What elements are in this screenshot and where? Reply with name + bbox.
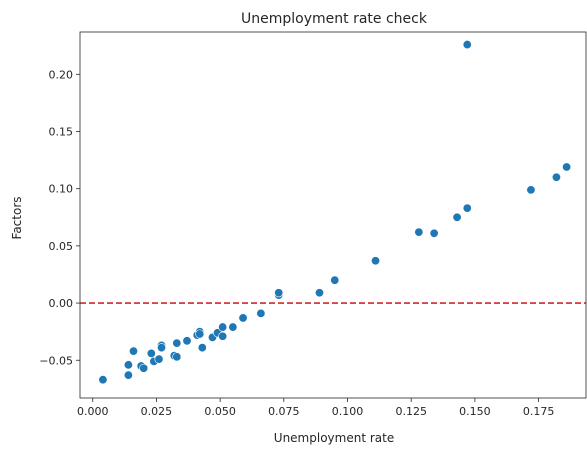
data-point (123, 370, 133, 380)
y-tick-label: 0.00 (49, 297, 74, 310)
x-tick-label: 0.125 (395, 405, 427, 418)
data-point (157, 343, 167, 353)
data-point (429, 228, 439, 238)
x-axis-title: Unemployment rate (274, 431, 394, 445)
y-tick-label: 0.05 (49, 240, 74, 253)
x-tick-label: 0.000 (77, 405, 109, 418)
data-point (218, 322, 228, 332)
data-point (139, 363, 149, 373)
plot-frame (79, 31, 587, 399)
data-point (98, 375, 108, 385)
data-point (414, 227, 424, 237)
plot-area (79, 31, 587, 399)
data-point (218, 331, 228, 341)
data-point (462, 40, 472, 50)
y-axis: −0.05 0.00 0.05 0.10 0.15 0.20 (39, 68, 80, 367)
data-point (228, 322, 238, 332)
data-point (274, 288, 284, 298)
data-point (526, 185, 536, 195)
y-tick-label: 0.10 (49, 183, 74, 196)
data-point (123, 360, 133, 370)
y-tick-label: 0.20 (49, 68, 74, 81)
data-point (172, 352, 182, 362)
x-axis: 0.000 0.025 0.050 0.075 0.100 0.125 0.150 0.175 (77, 398, 554, 418)
x-tick-label: 0.050 (204, 405, 236, 418)
data-point (172, 338, 182, 348)
x-tick-label: 0.075 (268, 405, 300, 418)
y-tick-label: 0.15 (49, 126, 74, 139)
data-point (314, 288, 324, 298)
data-point (256, 308, 266, 318)
x-tick-label: 0.175 (523, 405, 555, 418)
data-point (452, 212, 462, 222)
data-point (197, 343, 207, 353)
data-point (462, 203, 472, 213)
data-point (238, 313, 248, 323)
x-tick-label: 0.100 (332, 405, 364, 418)
data-point (371, 256, 381, 266)
chart-title: Unemployment rate check (241, 11, 428, 27)
data-point (562, 162, 572, 172)
data-point (182, 336, 192, 346)
x-tick-label: 0.025 (141, 405, 173, 418)
data-point (129, 346, 139, 356)
x-tick-label: 0.150 (459, 405, 491, 418)
data-point (195, 329, 205, 339)
data-point (154, 354, 164, 364)
y-tick-label: −0.05 (39, 354, 73, 367)
data-point (551, 172, 561, 182)
points-layer (98, 40, 572, 385)
y-axis-title: Factors (10, 197, 24, 240)
data-point (146, 348, 156, 358)
data-point (330, 275, 340, 285)
